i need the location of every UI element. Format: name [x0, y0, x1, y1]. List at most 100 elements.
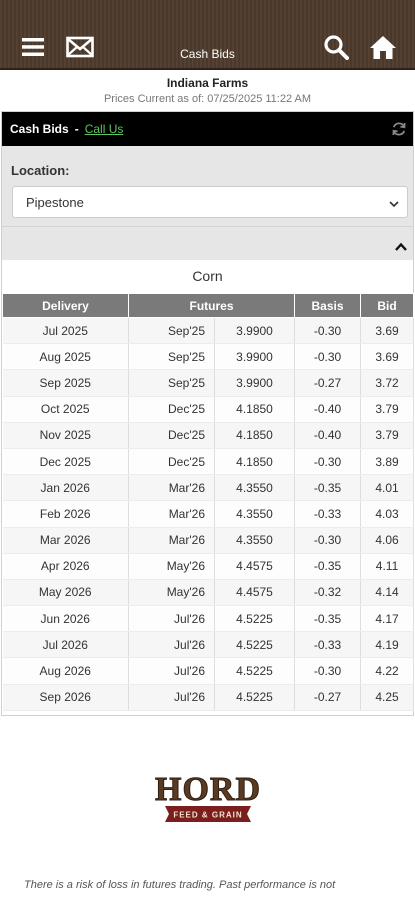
futures-price-cell: 4.1850	[214, 422, 296, 449]
refresh-icon[interactable]	[391, 121, 407, 137]
table-row: Nov 2025 Dec'25 4.1850 -0.40 3.79	[2, 422, 415, 449]
delivery-cell: Dec 2025	[2, 448, 129, 476]
futures-price-cell: 4.5225	[214, 684, 296, 711]
farm-name: Indiana Farms	[166, 76, 249, 90]
prices-current-timestamp: Prices Current as of: 07/25/2025 11:22 A…	[103, 93, 312, 105]
divider	[2, 226, 413, 227]
futures-price-cell: 4.3550	[214, 500, 296, 528]
location-select[interactable]: Pipestone	[12, 186, 408, 218]
cash-bids-panel: Cash Bids - Call Us Location: Pipestone …	[1, 111, 415, 716]
bid-cell: 4.03	[360, 500, 415, 528]
chevron-down-icon	[389, 197, 399, 208]
futures-price-cell: 4.4575	[214, 579, 296, 607]
futures-price-cell: 4.3550	[214, 527, 296, 554]
svg-text:FEED & GRAIN: FEED & GRAIN	[173, 811, 242, 820]
location-select-value: Pipestone	[26, 194, 84, 210]
futures-month-cell: Mar'26	[128, 527, 215, 554]
delivery-cell: Aug 2026	[2, 657, 129, 685]
page-title: Cash Bids	[180, 47, 235, 61]
table-row: Sep 2025 Sep'25 3.9900 -0.27 3.72	[2, 369, 415, 397]
futures-month-cell: Mar'26	[128, 474, 215, 502]
basis-cell: -0.35	[294, 553, 362, 580]
delivery-cell: Oct 2025	[2, 396, 129, 423]
bid-cell: 3.69	[360, 317, 415, 345]
futures-price-cell: 3.9900	[214, 317, 296, 345]
table-row: Dec 2025 Dec'25 4.1850 -0.30 3.89	[2, 448, 415, 476]
commodity-name: Corn	[2, 260, 413, 293]
table-row: Jan 2026 Mar'26 4.3550 -0.35 4.01	[2, 474, 415, 502]
table-row: Apr 2026 May'26 4.4575 -0.35 4.11	[2, 553, 415, 580]
delivery-cell: Feb 2026	[2, 500, 129, 528]
delivery-cell: Jul 2025	[2, 317, 129, 345]
futures-price-cell: 4.5225	[214, 605, 296, 633]
delivery-cell: Nov 2025	[2, 422, 129, 449]
basis-cell: -0.30	[294, 527, 362, 554]
futures-month-cell: Jul'26	[128, 657, 215, 685]
bid-cell: 4.06	[360, 527, 415, 554]
basis-header: Basis	[294, 293, 362, 318]
delivery-cell: Jan 2026	[2, 474, 129, 502]
menu-icon[interactable]	[20, 34, 46, 60]
bid-cell: 3.69	[360, 343, 415, 371]
table-row: Feb 2026 Mar'26 4.3550 -0.33 4.03	[2, 500, 415, 528]
basis-cell: -0.35	[294, 605, 362, 633]
futures-month-cell: Jul'26	[128, 631, 215, 659]
basis-cell: -0.40	[294, 396, 362, 423]
basis-cell: -0.30	[294, 343, 362, 371]
basis-cell: -0.33	[294, 631, 362, 659]
risk-disclaimer: There is a risk of loss in futures tradi…	[24, 879, 336, 891]
futures-price-cell: 4.5225	[214, 657, 296, 685]
top-bar: Cash Bids	[0, 0, 415, 70]
futures-month-cell: Dec'25	[128, 448, 215, 476]
table-row: Sep 2026 Jul'26 4.5225 -0.27 4.25	[2, 684, 415, 711]
table-row: Jul 2025 Sep'25 3.9900 -0.30 3.69	[2, 317, 415, 345]
table-row: Jun 2026 Jul'26 4.5225 -0.35 4.17	[2, 605, 415, 633]
futures-month-cell: Sep'25	[128, 369, 215, 397]
table-row: May 2026 May'26 4.4575 -0.32 4.14	[2, 579, 415, 607]
bid-cell: 3.79	[360, 396, 415, 423]
chevron-up-icon[interactable]	[395, 239, 407, 251]
table-row: Aug 2025 Sep'25 3.9900 -0.30 3.69	[2, 343, 415, 371]
call-us-link[interactable]: Call Us	[84, 122, 124, 136]
table-row: Oct 2025 Dec'25 4.1850 -0.40 3.79	[2, 396, 415, 423]
home-icon[interactable]	[368, 32, 398, 62]
delivery-cell: Sep 2026	[2, 684, 129, 711]
bid-header: Bid	[360, 293, 415, 318]
location-section: Location: Pipestone	[2, 146, 413, 260]
futures-month-cell: Jul'26	[128, 684, 215, 711]
bid-cell: 4.19	[360, 631, 415, 659]
table-row: Aug 2026 Jul'26 4.5225 -0.30 4.22	[2, 657, 415, 685]
panel-header: Cash Bids - Call Us	[2, 112, 413, 146]
futures-price-cell: 4.5225	[214, 631, 296, 659]
mail-icon[interactable]	[66, 34, 94, 60]
delivery-cell: Jul 2026	[2, 631, 129, 659]
panel-title: Cash Bids	[10, 122, 69, 136]
table-row: Mar 2026 Mar'26 4.3550 -0.30 4.06	[2, 527, 415, 554]
bid-cell: 4.11	[360, 553, 415, 580]
futures-price-cell: 4.4575	[214, 553, 296, 580]
futures-price-cell: 4.3550	[214, 474, 296, 502]
futures-month-cell: Dec'25	[128, 422, 215, 449]
bid-cell: 4.14	[360, 579, 415, 607]
basis-cell: -0.33	[294, 500, 362, 528]
panel-title-separator: -	[74, 122, 79, 136]
svg-text:HORD: HORD	[155, 771, 261, 808]
bid-cell: 3.89	[360, 448, 415, 476]
basis-cell: -0.27	[294, 684, 362, 711]
hord-logo: HORD FEED & GRAIN	[143, 770, 273, 826]
futures-month-cell: Dec'25	[128, 396, 215, 423]
table-header-row: Delivery Futures Basis Bid	[2, 293, 415, 318]
futures-month-cell: May'26	[128, 553, 215, 580]
bid-cell: 3.72	[360, 369, 415, 397]
bid-cell: 4.01	[360, 474, 415, 502]
delivery-cell: Jun 2026	[2, 605, 129, 633]
delivery-cell: Aug 2025	[2, 343, 129, 371]
futures-month-cell: Sep'25	[128, 317, 215, 345]
basis-cell: -0.27	[294, 369, 362, 397]
table-row: Jul 2026 Jul'26 4.5225 -0.33 4.19	[2, 631, 415, 659]
futures-month-cell: Jul'26	[128, 605, 215, 633]
bid-cell: 4.17	[360, 605, 415, 633]
futures-price-cell: 4.1850	[214, 448, 296, 476]
cash-bids-table: Delivery Futures Basis Bid Jul 2025 Sep'2…	[2, 293, 415, 711]
search-icon[interactable]	[322, 33, 350, 61]
